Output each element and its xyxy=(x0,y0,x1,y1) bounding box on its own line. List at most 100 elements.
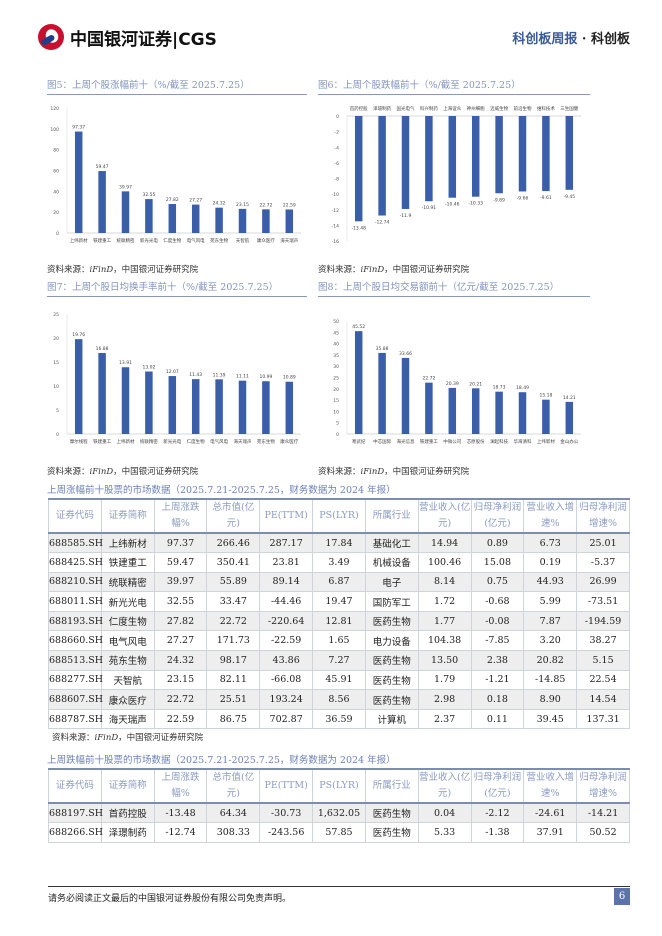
table-cell: 医药生物 xyxy=(364,650,419,671)
table-cell: 36.59 xyxy=(312,708,366,730)
data-label: 13.91 xyxy=(119,360,132,366)
figure-8-source: 资料来源：iFinD，中国银河证券研究院 xyxy=(318,467,470,477)
figure-5-source: 资料来源：iFinD，中国银河证券研究院 xyxy=(47,265,199,275)
category-label: 海天瑞声 xyxy=(234,438,252,445)
column-header: 营业收入(亿元) xyxy=(417,498,472,534)
table-cell: -5.37 xyxy=(576,552,630,573)
table-cell: -243.56 xyxy=(259,822,314,843)
category-label: 中芯国际 xyxy=(373,438,391,445)
table-cell: -30.73 xyxy=(259,802,314,824)
table-cell: 3.49 xyxy=(312,552,366,573)
category-label: 新光光电 xyxy=(163,438,181,445)
data-label: 22.72 xyxy=(259,202,272,208)
data-label: 32.55 xyxy=(142,192,155,198)
table-cell: -1.38 xyxy=(470,822,525,843)
data-label: -9.89 xyxy=(493,197,505,203)
category-label: 上海谊众 xyxy=(443,105,461,112)
category-label: 新光光电 xyxy=(140,237,158,244)
table-cell: 23.81 xyxy=(259,552,314,573)
table-cell: 0.89 xyxy=(470,532,525,554)
table-cell: 13.50 xyxy=(417,650,472,671)
bar xyxy=(74,131,83,233)
figure-8-caption: 图8：上周个股日均交易额前十（亿元/截至 2025.7.25） xyxy=(318,279,590,297)
page-number: 6 xyxy=(614,888,630,905)
category-label: 维科技术 xyxy=(537,105,555,112)
table-cell: 104.38 xyxy=(417,630,472,652)
category-label: 铁建重工 xyxy=(93,237,111,244)
data-label: 45.52 xyxy=(352,324,365,330)
table-cell: 308.33 xyxy=(206,822,261,843)
table-cell: 3.20 xyxy=(523,630,578,652)
table-cell: 6.87 xyxy=(312,571,366,593)
figure-7-caption: 图7：上周个股日均换手率前十（%/截至 2025.7.25） xyxy=(47,279,307,297)
table-cell: 702.87 xyxy=(259,708,314,730)
y-tick-label: 20 xyxy=(53,210,59,216)
category-label: 澜起科技 xyxy=(490,438,508,445)
bar xyxy=(98,171,106,233)
y-tick-label: 25 xyxy=(333,376,339,382)
column-header: 上周涨跌幅% xyxy=(153,498,208,534)
table-cell: -13.48 xyxy=(153,802,208,824)
table-cell: 2.37 xyxy=(417,708,472,730)
table-cell: 仁度生物 xyxy=(100,610,155,632)
data-label: 14.21 xyxy=(563,395,576,401)
bar xyxy=(495,391,503,434)
y-tick-label: 50 xyxy=(333,319,339,325)
table-cell: 64.34 xyxy=(206,802,261,824)
table-cell: 苑东生物 xyxy=(100,650,155,671)
y-tick-label: 120 xyxy=(50,106,59,112)
table-row: 688787.SH 海天瑞声 22.59 86.75 702.87 36.59 计算机 2.3… xyxy=(48,708,630,730)
category-label: 神州细胞 xyxy=(467,105,485,112)
bar xyxy=(378,116,386,216)
table-cell: 8.14 xyxy=(417,571,472,593)
table-cell: 287.17 xyxy=(259,532,314,554)
data-label: 39.97 xyxy=(119,184,132,190)
figure-5-caption: 图5：上周个股涨幅前十（%/截至 2025.7.25） xyxy=(47,77,307,95)
data-label: 16.88 xyxy=(96,346,109,352)
table-cell: 86.75 xyxy=(206,708,261,730)
bar xyxy=(518,116,527,192)
data-label: 22.72 xyxy=(422,376,435,382)
bar xyxy=(471,116,480,197)
table-cell: 171.73 xyxy=(206,630,261,652)
gainers-table: 证券代码 证券简称 上周涨跌幅% 总市值(亿元) PE(TTM) PS(LYR) 所属行业营… xyxy=(48,498,630,730)
category-label: 海天瑞声 xyxy=(280,237,298,244)
table-cell: -0.68 xyxy=(470,591,525,612)
y-tick-label: 25 xyxy=(53,312,59,318)
bar xyxy=(262,209,270,233)
bar xyxy=(542,116,550,192)
table-cell: -66.08 xyxy=(259,669,314,691)
data-label: -9.66 xyxy=(517,195,529,201)
table-row: 688210.SH 统联精密 39.97 55.89 89.14 6.87 电子 8.14 0.… xyxy=(48,571,630,593)
table-cell: 59.47 xyxy=(153,552,208,573)
table-cell: 8.56 xyxy=(312,689,366,710)
report-section: 科创板 xyxy=(590,32,630,47)
data-label: 20.39 xyxy=(446,381,459,387)
table-cell: 15.08 xyxy=(470,552,525,573)
data-label: 11.43 xyxy=(189,372,202,378)
table-cell: 1.72 xyxy=(417,591,472,612)
table-cell: 98.17 xyxy=(206,650,261,671)
bar xyxy=(285,209,294,233)
table-cell: 2.38 xyxy=(470,650,525,671)
table-cell: -194.59 xyxy=(576,610,630,632)
table-1-title: 上周涨幅前十股票的市场数据（2025.7.21-2025.7.25，财务数据为 … xyxy=(47,485,396,496)
column-header: 证券代码 xyxy=(48,498,102,534)
figure-6-caption: 图6：上周个股跌幅前十（%/截至 2025.7.25） xyxy=(318,77,590,95)
category-label: 统联精密 xyxy=(117,237,135,244)
column-header: PS(LYR) xyxy=(312,498,366,534)
bar xyxy=(145,199,153,233)
bar xyxy=(168,376,177,434)
table-cell: -2.12 xyxy=(470,802,525,824)
table-cell: -0.08 xyxy=(470,610,525,632)
category-label: 仁度生物 xyxy=(163,237,181,244)
table-cell: 电力设备 xyxy=(364,630,419,652)
category-label: 科兴制药 xyxy=(420,105,438,112)
y-tick-label: 10 xyxy=(333,409,339,415)
category-label: 寒武纪 xyxy=(352,438,366,445)
column-header: 总市值(亿元) xyxy=(206,768,261,804)
table-cell: 57.85 xyxy=(312,822,366,843)
data-label: 33.66 xyxy=(399,351,412,357)
table-cell: 医药生物 xyxy=(364,610,419,632)
table-cell: 1.65 xyxy=(312,630,366,652)
